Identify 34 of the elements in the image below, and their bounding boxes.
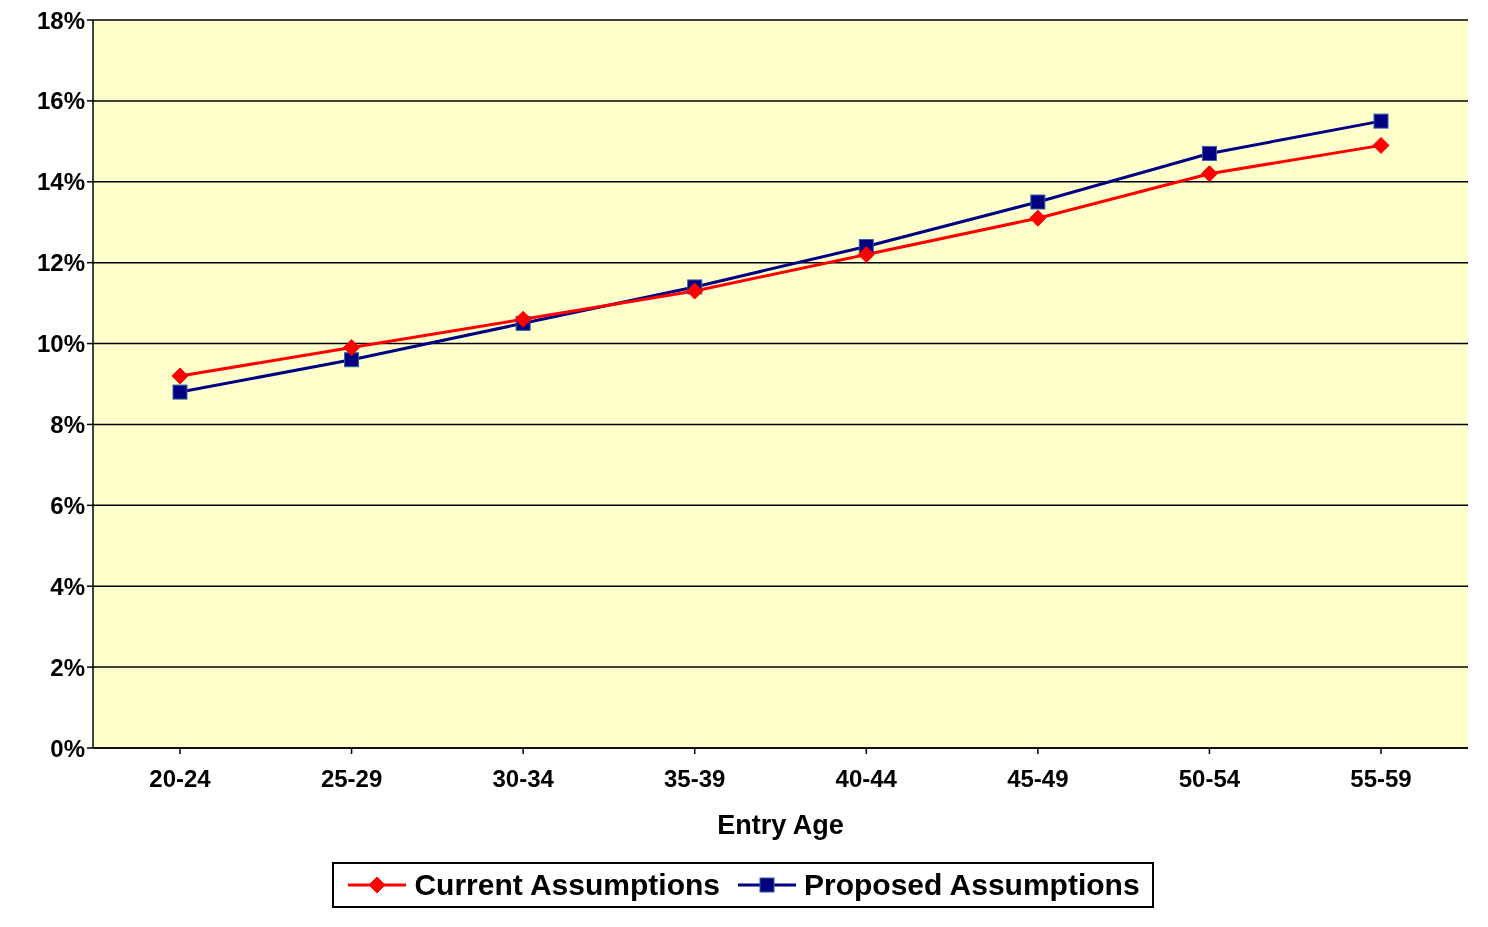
y-tick-label: 12%: [36, 249, 85, 277]
x-tick-label: 35-39: [664, 765, 726, 793]
point: [343, 339, 361, 357]
y-tick-label: 0%: [50, 734, 85, 762]
point: [857, 246, 875, 264]
y-tick-label: 8%: [50, 410, 85, 438]
x-tick-label: 30-34: [492, 765, 555, 793]
x-tick-label: 40-44: [835, 765, 898, 793]
point: [1030, 194, 1046, 210]
y-tick-label: 18%: [36, 6, 85, 34]
x-axis-title: Entry Age: [717, 810, 844, 840]
point: [1200, 165, 1218, 183]
point: [344, 352, 360, 368]
point: [171, 367, 189, 385]
point: [1201, 145, 1217, 161]
x-tick-label: 55-59: [1350, 765, 1412, 793]
x-tick-label: 50-54: [1178, 765, 1241, 793]
y-tick-label: 2%: [50, 653, 85, 681]
point: [172, 384, 188, 400]
x-tick-label: 45-49: [1007, 765, 1069, 793]
y-tick-label: 10%: [36, 330, 85, 358]
legend-label: Proposed Assumptions: [803, 868, 1140, 902]
x-tick-label: 20-24: [149, 765, 212, 793]
y-tick-label: 16%: [36, 87, 85, 115]
y-tick-label: 14%: [36, 168, 85, 196]
y-tick-label: 4%: [50, 572, 85, 600]
point: [514, 310, 532, 328]
y-tick-label: 6%: [50, 491, 85, 519]
point: [1373, 113, 1389, 129]
point: [686, 282, 704, 300]
legend-label: Current Assumptions: [414, 868, 720, 902]
x-tick-label: 25-29: [320, 765, 383, 793]
point: [1029, 209, 1047, 227]
point: [1372, 136, 1390, 154]
